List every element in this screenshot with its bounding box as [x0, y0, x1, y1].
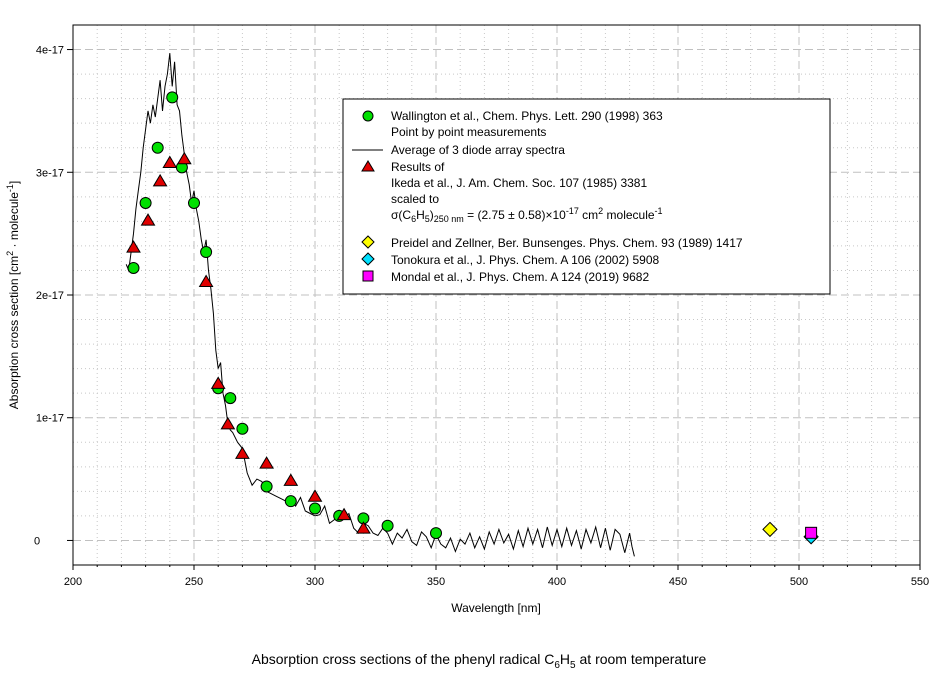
x-axis-ticks: 200 250 300 350 400 450 500 550 [64, 565, 929, 588]
marker-triangle-point [140, 213, 156, 226]
marker-circle-point [284, 495, 297, 508]
legend-label-preidel: Preidel and Zellner, Ber. Bunsenges. Phy… [391, 236, 743, 250]
legend-label-mondal: Mondal et al., J. Phys. Chem. A 124 (201… [391, 270, 649, 284]
x-tick-label: 400 [548, 576, 566, 588]
x-axis-label: Wavelength [nm] [451, 601, 541, 615]
legend-marker-circle [362, 110, 374, 122]
legend-marker-diamond-yellow [361, 235, 375, 249]
legend-marker-diamond-cyan [361, 252, 375, 266]
marker-triangle-point [198, 274, 214, 287]
marker-circle-point [166, 91, 179, 104]
y-axis-ticks: 0 1e-17 2e-17 3e-17 4e-17 [34, 45, 73, 547]
marker-triangle-point [336, 507, 352, 521]
x-tick-label: 200 [64, 576, 82, 588]
series-diode-spectrum [125, 53, 635, 557]
marker-circle-point [260, 480, 273, 493]
marker-circle-point [236, 422, 249, 435]
x-tick-label: 300 [306, 576, 324, 588]
marker-triangle-point [235, 446, 250, 459]
x-tick-label: 450 [669, 576, 687, 588]
legend-label-tonokura: Tonokura et al., J. Phys. Chem. A 106 (2… [391, 253, 659, 267]
legend: Wallington et al., Chem. Phys. Lett. 290… [342, 98, 831, 295]
legend-box [342, 98, 831, 295]
spectrum-line [125, 53, 635, 557]
marker-square-point [805, 526, 818, 539]
y-tick-label: 4e-17 [36, 45, 64, 57]
marker-triangle-point [283, 473, 299, 486]
legend-label-ikeda-1: Results of [391, 160, 445, 174]
marker-triangle-point [126, 240, 141, 253]
marker-circle-point [127, 262, 140, 274]
y-tick-label: 3e-17 [36, 167, 64, 179]
x-tick-label: 250 [185, 576, 203, 588]
chart-caption: Absorption cross sections of the phenyl … [252, 651, 707, 671]
legend-label-wallington-sub: Point by point measurements [391, 125, 546, 139]
y-axis-label: Absorption cross section [cm2 · molecule… [5, 181, 21, 409]
marker-triangle-point [356, 521, 371, 534]
legend-label-wallington: Wallington et al., Chem. Phys. Lett. 290… [391, 109, 663, 123]
x-tick-label: 350 [427, 576, 445, 588]
legend-marker-square [362, 270, 374, 282]
y-tick-label: 1e-17 [36, 413, 64, 425]
legend-label-ikeda-3: scaled to [391, 192, 439, 206]
marker-triangle-point [176, 151, 192, 165]
marker-triangle-point [210, 376, 226, 389]
marker-circle-point [151, 141, 164, 154]
x-tick-label: 550 [911, 576, 929, 588]
x-tick-label: 500 [790, 576, 808, 588]
marker-triangle-point [162, 155, 178, 168]
series-markers [126, 91, 819, 545]
marker-circle-point [224, 392, 237, 405]
y-tick-label: 0 [34, 535, 40, 547]
marker-triangle-point [259, 456, 274, 469]
legend-label-ikeda-formula: σ(C6H5)250 nm = (2.75 ± 0.58)×10-17 cm2 … [391, 206, 663, 224]
legend-label-ikeda-2: Ikeda et al., J. Am. Chem. Soc. 107 (198… [391, 176, 647, 190]
legend-label-diode: Average of 3 diode array spectra [391, 143, 565, 157]
marker-triangle-point [220, 416, 236, 430]
marker-circle-point [430, 527, 442, 540]
y-tick-label: 2e-17 [36, 290, 64, 302]
marker-circle-point [188, 196, 200, 209]
marker-circle-point [381, 519, 394, 532]
marker-circle-point [200, 246, 213, 259]
marker-triangle-point [152, 173, 168, 187]
marker-triangle-point [307, 489, 323, 502]
marker-diamond-point [762, 521, 778, 538]
legend-marker-triangle [361, 160, 375, 172]
marker-circle-point [309, 502, 321, 515]
marker-circle-point [139, 196, 152, 209]
